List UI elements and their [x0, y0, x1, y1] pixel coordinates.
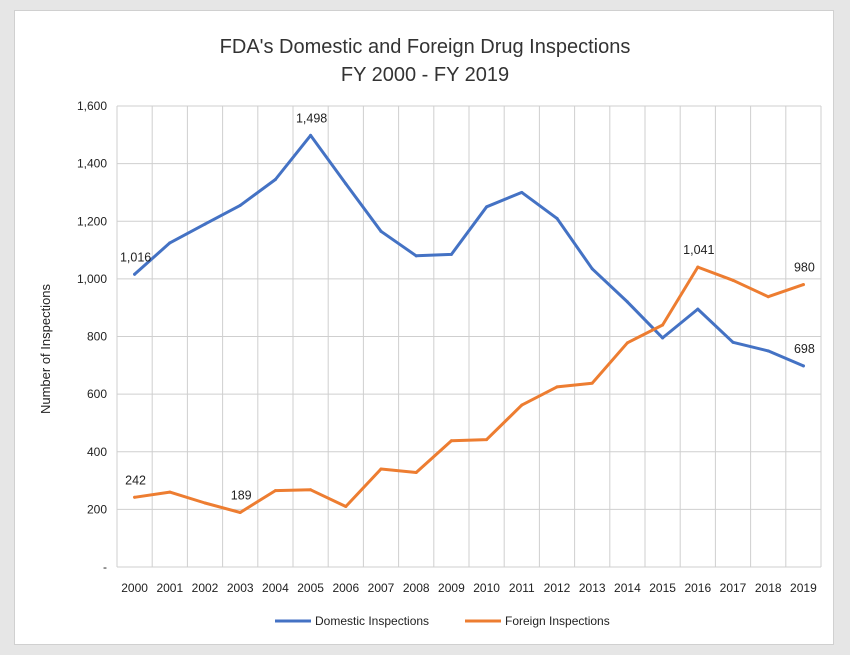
series-line-foreign	[133, 265, 805, 514]
x-tick-label: 2015	[649, 581, 676, 595]
series-line-domestic	[133, 133, 805, 368]
x-axis-ticks: 2000 2001 2002 2003 2004 2005 2006 2007 2008 2009…	[121, 581, 817, 595]
data-point	[203, 222, 207, 226]
x-tick-label: 2018	[755, 581, 782, 595]
data-point	[801, 283, 805, 287]
x-tick-label: 2011	[509, 581, 535, 595]
y-tick-label: 1,200	[77, 214, 107, 228]
data-point	[344, 182, 348, 186]
data-label: 1,016	[120, 250, 151, 264]
legend-label: Domestic Inspections	[315, 614, 429, 628]
data-point	[731, 340, 735, 344]
data-point	[414, 254, 418, 258]
data-point	[414, 470, 418, 474]
data-point	[590, 267, 594, 271]
x-tick-label: 2019	[790, 581, 817, 595]
data-point	[766, 349, 770, 353]
y-axis-label: Number of Inspections	[38, 283, 53, 414]
data-point	[625, 341, 629, 345]
data-point	[168, 490, 172, 494]
data-point	[731, 278, 735, 282]
data-point	[449, 252, 453, 256]
chart-subtitle: FY 2000 - FY 2019	[341, 64, 509, 86]
data-point	[379, 229, 383, 233]
data-label: 698	[794, 342, 815, 356]
x-tick-label: 2005	[297, 581, 324, 595]
data-point	[379, 467, 383, 471]
x-tick-label: 2004	[262, 581, 289, 595]
data-point	[344, 504, 348, 508]
y-tick-label: 800	[87, 330, 107, 344]
x-tick-label: 2010	[473, 581, 500, 595]
data-label: 242	[125, 473, 146, 487]
data-point	[133, 272, 137, 276]
x-tick-label: 2002	[192, 581, 219, 595]
x-tick-label: 2014	[614, 581, 641, 595]
legend: Domestic Inspections Foreign Inspections	[275, 614, 610, 628]
data-label: 189	[231, 489, 252, 503]
data-labels: 1,016 1,498 698 242 189 1,041 980	[120, 111, 815, 502]
chart-frame: FDA's Domestic and Foreign Drug Inspecti…	[14, 10, 834, 645]
data-point	[520, 190, 524, 194]
data-point	[133, 495, 137, 499]
data-point	[590, 381, 594, 385]
y-tick-label: 400	[87, 445, 107, 459]
y-tick-label: 1,000	[77, 272, 107, 286]
data-point	[203, 501, 207, 505]
y-tick-label: 1,600	[77, 99, 107, 113]
x-tick-label: 2012	[544, 581, 571, 595]
x-tick-label: 2013	[579, 581, 606, 595]
data-point	[555, 216, 559, 220]
chart-title: FDA's Domestic and Foreign Drug Inspecti…	[220, 36, 631, 58]
data-point	[661, 336, 665, 340]
gridlines	[116, 105, 822, 568]
data-point	[485, 438, 489, 442]
x-tick-label: 2000	[121, 581, 148, 595]
x-tick-label: 2017	[720, 581, 747, 595]
data-point	[485, 205, 489, 209]
data-point	[168, 241, 172, 245]
data-point	[766, 295, 770, 299]
x-tick-label: 2003	[227, 581, 254, 595]
data-point	[273, 177, 277, 181]
line-chart: FDA's Domestic and Foreign Drug Inspecti…	[38, 36, 822, 628]
y-tick-label: 1,400	[77, 157, 107, 171]
x-tick-label: 2016	[684, 581, 711, 595]
y-tick-label: 200	[87, 502, 107, 516]
legend-label: Foreign Inspections	[505, 614, 610, 628]
data-point	[801, 364, 805, 368]
data-label: 980	[794, 261, 815, 275]
data-point	[696, 307, 700, 311]
data-point	[625, 300, 629, 304]
series-lines	[133, 133, 805, 515]
data-point	[449, 439, 453, 443]
data-point	[309, 488, 313, 492]
y-tick-label: 600	[87, 387, 107, 401]
data-point	[696, 265, 700, 269]
data-point	[555, 385, 559, 389]
x-tick-label: 2007	[368, 581, 395, 595]
data-point	[661, 323, 665, 327]
y-tick-label: -	[103, 560, 107, 574]
x-tick-label: 2001	[156, 581, 183, 595]
data-label: 1,498	[296, 111, 327, 125]
data-label: 1,041	[683, 243, 714, 257]
y-axis-ticks: - 200 400 600 800 1,000 1,200 1,400 1,600	[77, 99, 107, 574]
data-point	[273, 489, 277, 493]
data-point	[309, 133, 313, 137]
data-point	[520, 403, 524, 407]
x-tick-label: 2008	[403, 581, 430, 595]
x-tick-label: 2009	[438, 581, 465, 595]
x-tick-label: 2006	[332, 581, 359, 595]
data-point	[238, 511, 242, 515]
data-point	[238, 203, 242, 207]
